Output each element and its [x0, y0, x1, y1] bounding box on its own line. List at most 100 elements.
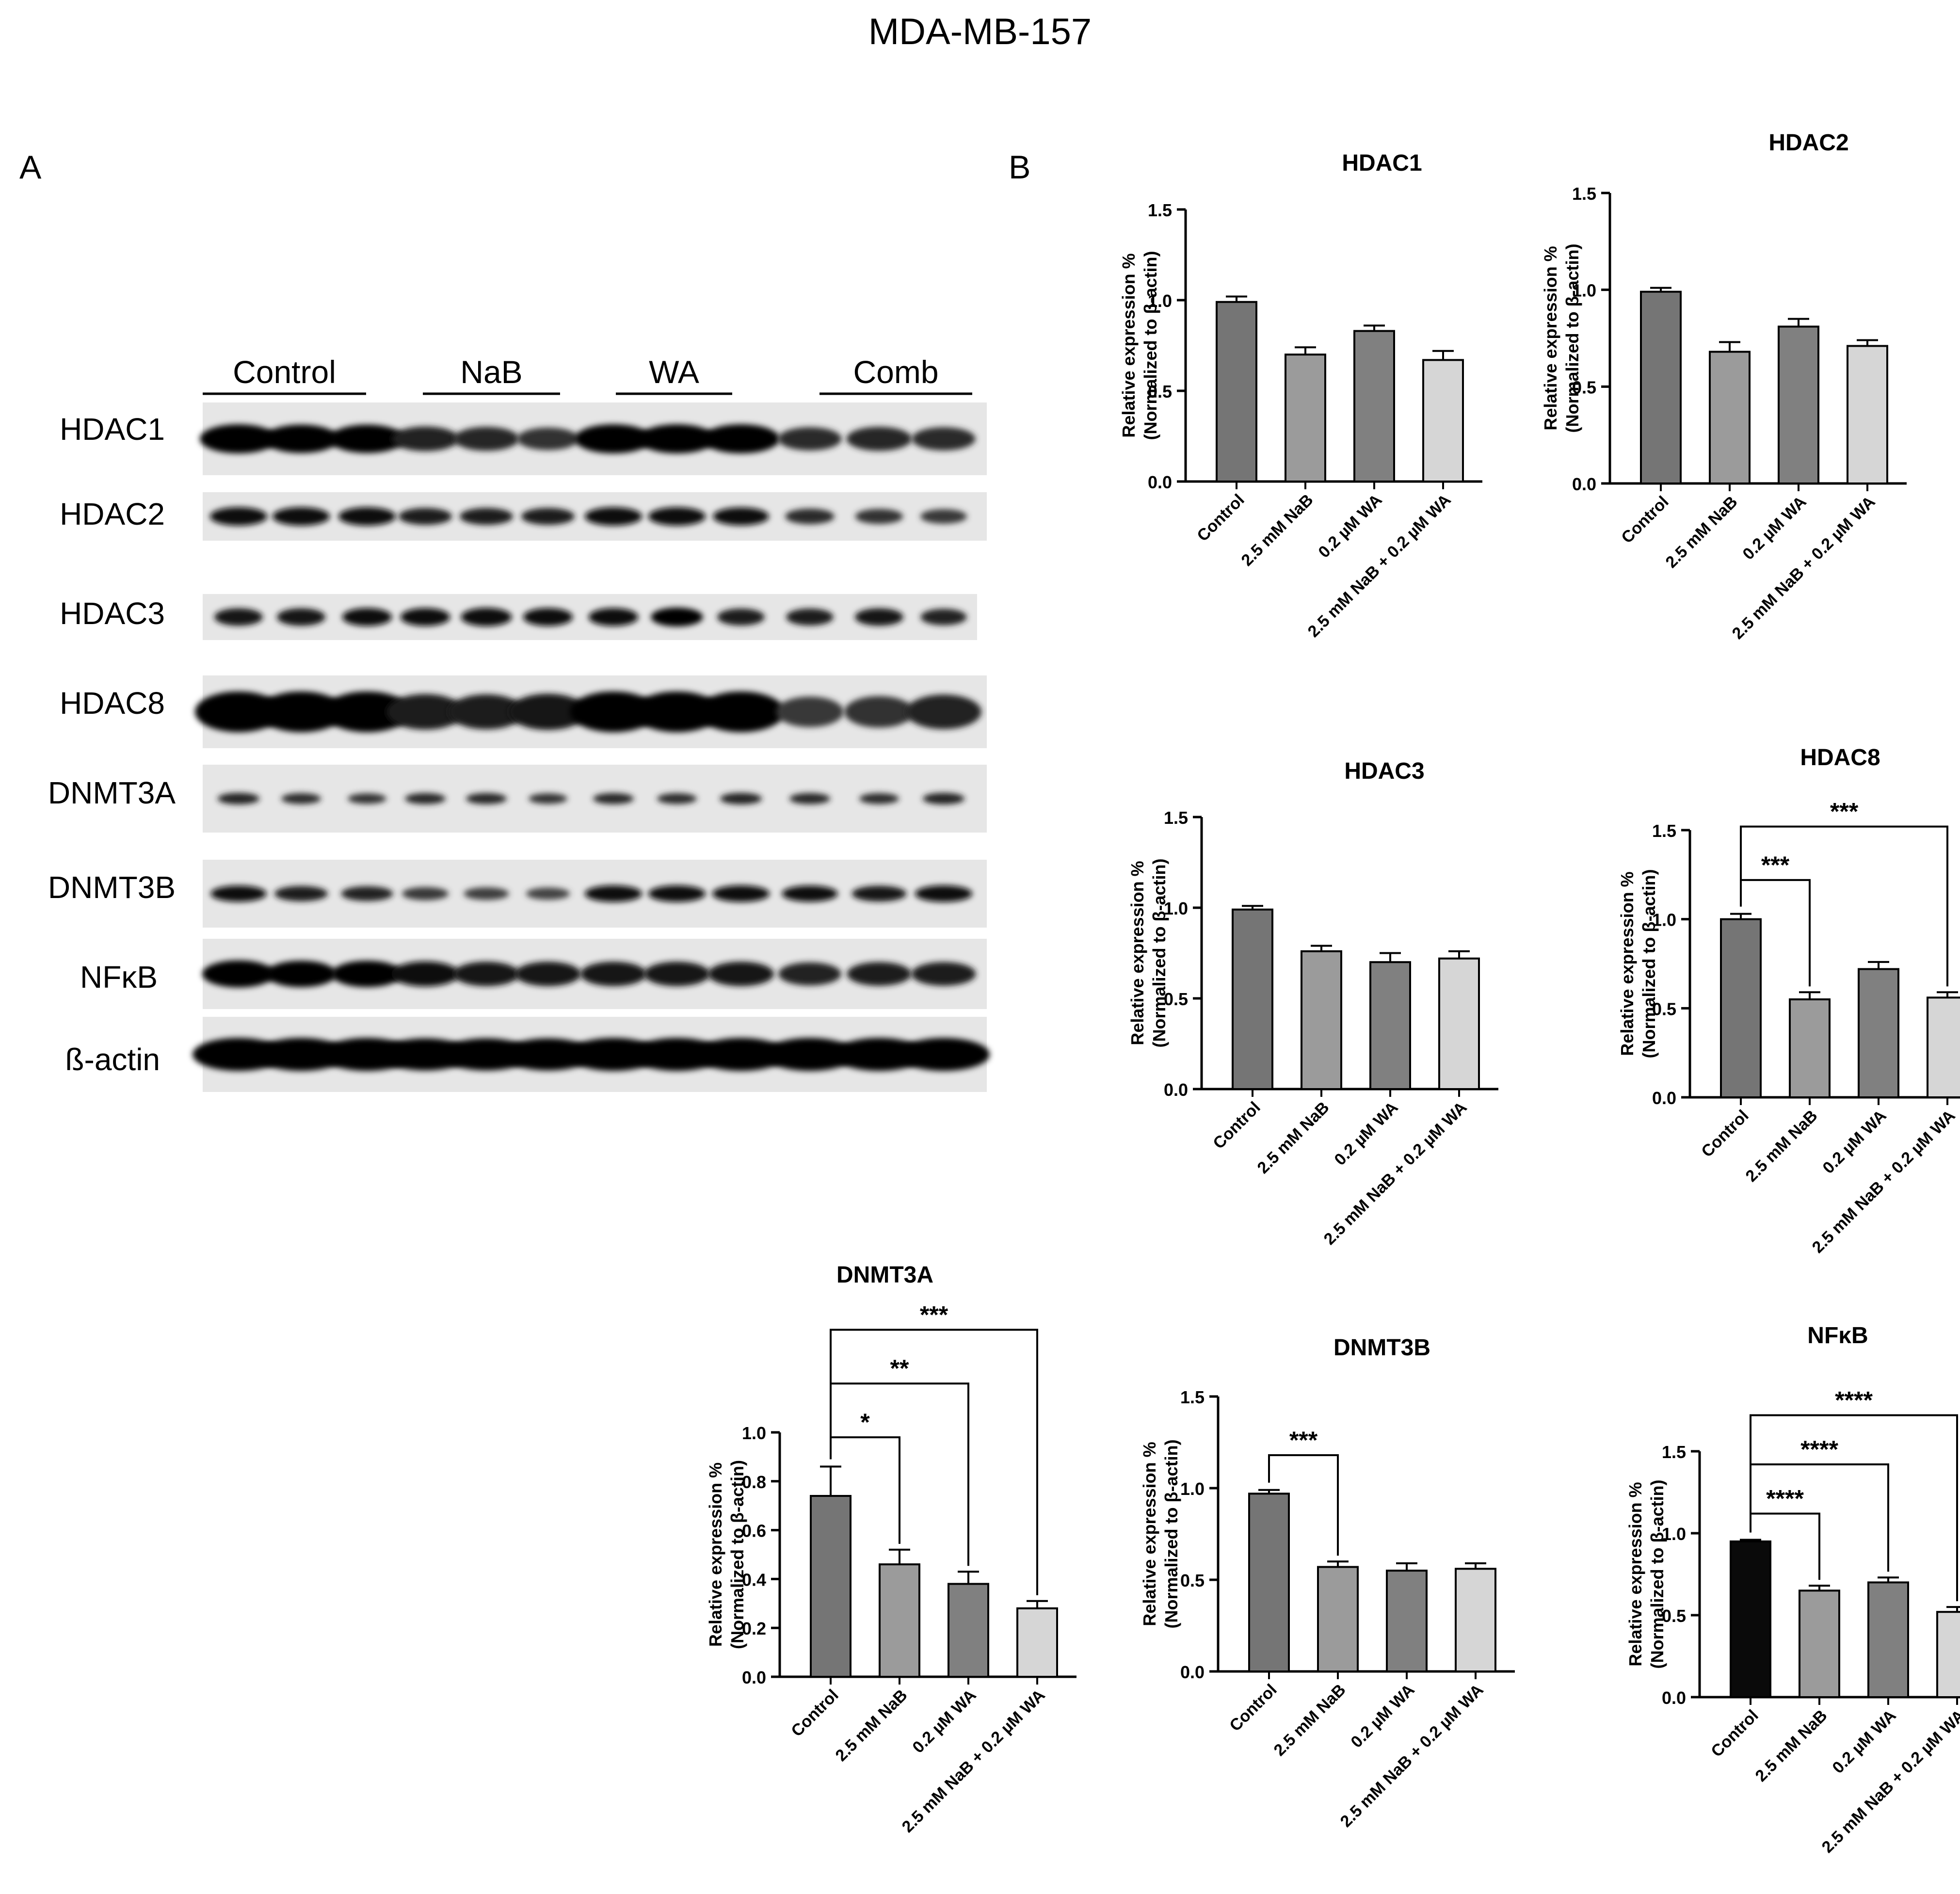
y-tick-label: 0.0: [1572, 474, 1596, 494]
significance-label: ***: [920, 1301, 948, 1328]
category-label: 2.5 mM NaB: [1742, 1107, 1821, 1186]
blot-band: [657, 793, 697, 804]
category-label: Control: [1618, 493, 1672, 547]
bar: [1301, 950, 1342, 1090]
blot-band: [329, 424, 405, 453]
category-label: 2.5 mM NaB: [1662, 493, 1741, 572]
bar-chart-dnmt3a: DNMT3A 0.0 0.2 0.4 0.6 0.8 1.0 Relative express…: [706, 1262, 1076, 1836]
blot-band: [712, 885, 770, 902]
blot-band: [514, 962, 581, 986]
category-label: Control: [787, 1686, 842, 1740]
y-tick-label: 0.5: [1148, 382, 1172, 401]
blot-band: [459, 508, 514, 525]
significance-label: ****: [1766, 1485, 1804, 1512]
y-axis-title-2: (Normalized to β-actin): [1562, 244, 1582, 433]
category-label: 2.5 mM NaB: [1270, 1681, 1350, 1760]
category-label: Control: [1698, 1107, 1752, 1161]
bar-chart-hdac1: HDAC1 0.0 0.5 1.0 1.5 Relative expression % (N…: [1119, 150, 1482, 641]
category-label: 2.5 mM NaB: [1238, 491, 1317, 570]
blot-band: [920, 509, 967, 524]
y-tick-label: 1.0: [1180, 1479, 1205, 1499]
figure-title: MDA-MB-157: [868, 11, 1092, 52]
significance-label: *: [860, 1409, 870, 1436]
y-tick-label: 0.0: [1148, 472, 1172, 492]
blot-band: [702, 424, 780, 453]
blot-band: [348, 793, 386, 804]
blot-row-label: HDAC2: [60, 497, 165, 531]
significance-bracket: [830, 1329, 1038, 1595]
blot-band: [567, 1038, 659, 1071]
y-tick-label: 0.0: [1662, 1688, 1686, 1708]
blot-band: [593, 793, 634, 804]
blot-band: [323, 691, 411, 732]
blot-band: [855, 509, 903, 524]
y-tick-label: 0.0: [1164, 1080, 1188, 1100]
blot-band: [217, 793, 260, 804]
blot-band: [776, 696, 844, 727]
y-tick-label: 1.0: [1148, 291, 1172, 311]
blot-band: [898, 1038, 990, 1071]
panel-a-letter: A: [19, 149, 42, 186]
blot-band: [209, 507, 268, 526]
category-label: 0.2 µM WA: [909, 1686, 980, 1757]
blot-row-label: ß-actin: [65, 1042, 160, 1077]
blot-band: [778, 427, 842, 450]
significance-bracket: [1750, 1414, 1958, 1602]
y-tick-label: 0.0: [1652, 1088, 1676, 1108]
y-tick-label: 1.0: [1164, 899, 1188, 918]
y-axis-title: Relative expression %: [1617, 871, 1637, 1056]
blot-band: [195, 691, 282, 732]
blot-band: [391, 426, 459, 451]
blot-band: [915, 885, 973, 902]
blot-band: [448, 694, 525, 730]
blot-band: [521, 508, 575, 525]
bar: [1232, 908, 1273, 1090]
category-label: 2.5 mM NaB: [1254, 1098, 1333, 1177]
y-tick-label: 0.8: [742, 1472, 766, 1492]
blot-band: [398, 508, 452, 525]
y-tick-label: 1.5: [1164, 808, 1188, 828]
blot-band: [272, 507, 330, 526]
category-label: Control: [1193, 491, 1248, 545]
blot-band: [631, 1038, 723, 1071]
category-label: Control: [1226, 1681, 1280, 1735]
significance-label: ****: [1835, 1387, 1873, 1414]
y-tick-label: 1.5: [1148, 200, 1172, 220]
y-tick-label: 1.5: [1652, 821, 1676, 841]
blot-band: [844, 696, 914, 728]
bar: [1422, 359, 1464, 482]
blot-band: [789, 793, 831, 804]
blot-band: [697, 691, 785, 732]
blot-band: [523, 608, 573, 626]
blot-band: [638, 424, 716, 453]
category-label: 2.5 mM NaB: [832, 1686, 911, 1765]
y-axis-title: Relative expression %: [1119, 253, 1139, 437]
y-tick-label: 0.5: [1164, 989, 1188, 1009]
blot-band: [202, 960, 275, 988]
category-label: 0.2 µM WA: [1829, 1706, 1899, 1777]
category-label: 2.5 mM NaB + 0.2 µM WA: [1304, 491, 1455, 641]
chart-title: HDAC8: [1800, 745, 1880, 770]
category-label: 2.5 mM NaB + 0.2 µM WA: [1809, 1107, 1959, 1257]
blot-band: [713, 507, 769, 526]
bar: [1455, 1568, 1496, 1673]
blot-band: [912, 427, 976, 450]
category-label: 0.2 µM WA: [1315, 491, 1385, 562]
blot-band: [633, 691, 721, 732]
blot-band: [778, 962, 841, 986]
bar: [879, 1563, 920, 1678]
y-tick-label: 1.5: [1180, 1387, 1205, 1407]
blot-band: [391, 961, 459, 987]
panel-b-letter: B: [1009, 149, 1031, 186]
blot-band: [575, 424, 652, 453]
y-tick-label: 0.5: [1662, 1606, 1686, 1626]
blot-group-label: WA: [649, 354, 699, 390]
chart-title: HDAC3: [1344, 758, 1424, 784]
blot-band: [453, 962, 520, 986]
bar: [1386, 1570, 1428, 1673]
bar: [1858, 968, 1899, 1099]
y-tick-label: 0.4: [742, 1570, 766, 1589]
bar: [1216, 301, 1257, 482]
significance-label: ***: [1289, 1427, 1318, 1454]
